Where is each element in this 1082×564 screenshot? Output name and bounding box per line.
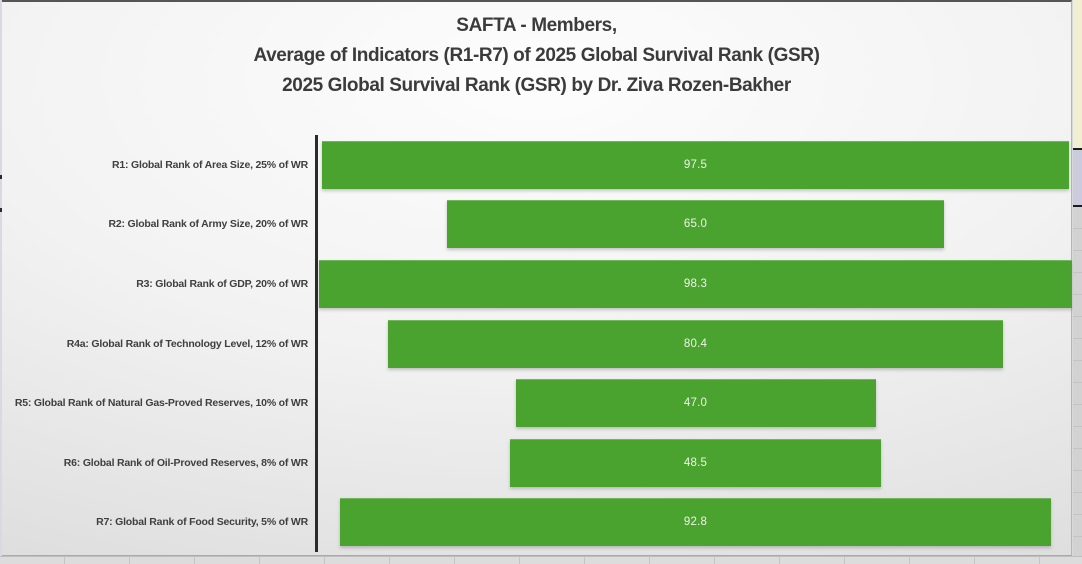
gridline-tick bbox=[0, 175, 2, 179]
data-label: 92.8 bbox=[683, 516, 708, 529]
chart-title-line-1: SAFTA - Members, bbox=[456, 15, 617, 36]
category-label: R5: Global Rank of Natural Gas-Proved Re… bbox=[14, 397, 308, 410]
data-label: 80.4 bbox=[683, 337, 708, 350]
spreadsheet-edge-left bbox=[0, 0, 2, 556]
chart-title-line-3: 2025 Global Survival Rank (GSR) by Dr. Z… bbox=[282, 75, 791, 96]
funnel-row: 97.5 bbox=[319, 135, 1072, 195]
funnel-bar[interactable]: 92.8 bbox=[340, 498, 1051, 547]
category-label: R7: Global Rank of Food Security, 5% of … bbox=[96, 516, 308, 529]
funnel-bar[interactable]: 98.3 bbox=[319, 259, 1072, 308]
spreadsheet-gridline bbox=[1073, 148, 1082, 150]
category-label: R2: Global Rank of Army Size, 20% of WR bbox=[108, 218, 308, 231]
data-label: 65.0 bbox=[683, 218, 708, 231]
data-label: 48.5 bbox=[683, 456, 708, 469]
chart-title: SAFTA - Members, Average of Indicators (… bbox=[2, 11, 1071, 101]
funnel-row: 98.3 bbox=[319, 254, 1072, 314]
spreadsheet-cells bbox=[1073, 207, 1082, 556]
spreadsheet-edge-right bbox=[1073, 0, 1082, 556]
spreadsheet-edge-bottom bbox=[0, 556, 1082, 564]
data-label: 97.5 bbox=[683, 158, 708, 171]
funnel-bar[interactable]: 97.5 bbox=[322, 140, 1069, 189]
data-label: 98.3 bbox=[683, 277, 708, 290]
spreadsheet-cell-lavender bbox=[1073, 150, 1082, 205]
plot-area: 97.5 65.0 98.3 80.4 47.0 48.5 92.8 bbox=[319, 135, 1072, 552]
chart-title-line-2: Average of Indicators (R1-R7) of 2025 Gl… bbox=[253, 45, 820, 66]
spreadsheet-cell-cream bbox=[1073, 0, 1082, 148]
category-label: R1: Global Rank of Area Size, 25% of WR bbox=[111, 158, 308, 171]
category-label: R6: Global Rank of Oil-Proved Reserves, … bbox=[63, 456, 308, 469]
gridline-tick bbox=[0, 208, 2, 212]
funnel-row: 47.0 bbox=[319, 373, 1072, 433]
category-label: R3: Global Rank of GDP, 20% of WR bbox=[136, 277, 308, 290]
spreadsheet-gridline bbox=[1073, 205, 1082, 207]
funnel-row: 48.5 bbox=[319, 433, 1072, 493]
funnel-bar[interactable]: 65.0 bbox=[446, 200, 945, 249]
funnel-bar[interactable]: 80.4 bbox=[387, 319, 1004, 368]
funnel-bar[interactable]: 48.5 bbox=[509, 438, 882, 487]
category-label: R4a: Global Rank of Technology Level, 12… bbox=[66, 337, 308, 350]
chart-area[interactable]: SAFTA - Members, Average of Indicators (… bbox=[2, 0, 1072, 556]
category-axis-labels: R1: Global Rank of Area Size, 25% of WR R… bbox=[2, 135, 308, 552]
funnel-row: 80.4 bbox=[319, 314, 1072, 374]
category-axis-line bbox=[315, 135, 318, 552]
data-label: 47.0 bbox=[683, 397, 708, 410]
funnel-row: 65.0 bbox=[319, 195, 1072, 255]
funnel-row: 92.8 bbox=[319, 492, 1072, 552]
funnel-bar[interactable]: 47.0 bbox=[515, 379, 876, 428]
